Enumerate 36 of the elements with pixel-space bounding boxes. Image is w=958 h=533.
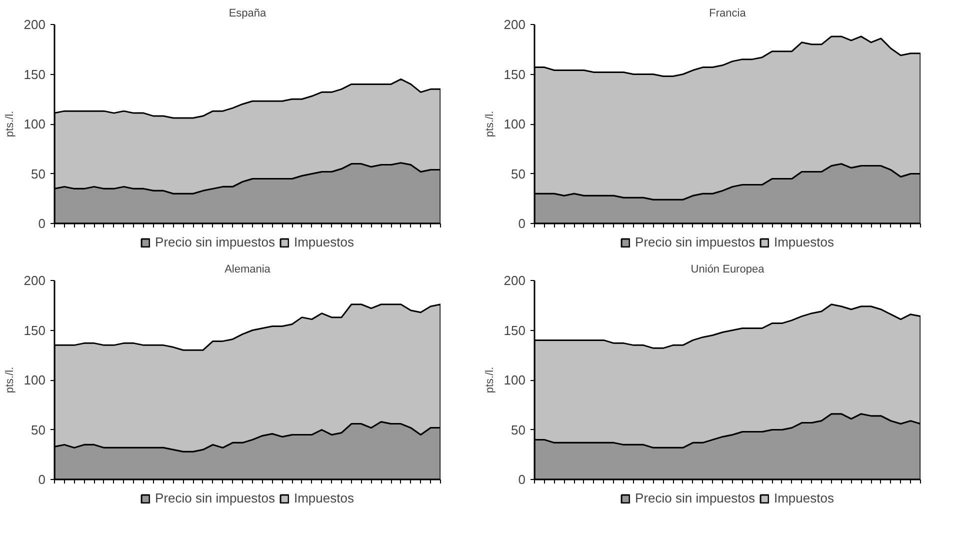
y-tick-label: 0 <box>518 472 526 487</box>
y-tick-label: 200 <box>24 17 46 32</box>
chart-title: Alemania <box>224 264 272 276</box>
legend-label: Precio sin impuestos <box>155 490 275 506</box>
y-tick-label: 0 <box>518 216 526 231</box>
y-tick-label: 200 <box>24 273 46 288</box>
legend-label: Precio sin impuestos <box>635 490 755 506</box>
y-tick-label: 200 <box>504 273 526 288</box>
legend-label: Impuestos <box>294 490 354 506</box>
chart-title: Unión Europea <box>690 264 766 276</box>
chart-title: España <box>228 8 268 20</box>
y-tick-label: 0 <box>38 472 46 487</box>
legend-label: Precio sin impuestos <box>635 234 755 250</box>
y-tick-label: 100 <box>24 372 46 388</box>
y-tick-label: 150 <box>24 66 46 82</box>
y-tick-label: 50 <box>31 422 46 438</box>
legend-label: Impuestos <box>774 234 834 250</box>
y-axis-title: pts./l. <box>4 366 16 394</box>
y-tick-label: 150 <box>504 322 526 338</box>
y-tick-label: 50 <box>31 166 46 182</box>
y-tick-label: 100 <box>24 116 46 132</box>
y-tick-label: 100 <box>504 116 526 132</box>
chart-title: Francia <box>709 8 747 20</box>
y-tick-label: 150 <box>24 322 46 338</box>
y-axis-title: pts./l. <box>484 110 496 138</box>
y-tick-label: 200 <box>504 17 526 32</box>
y-axis-title: pts./l. <box>4 110 16 138</box>
y-tick-label: 50 <box>511 422 526 438</box>
y-tick-label: 50 <box>511 166 526 182</box>
legend-label: Precio sin impuestos <box>155 234 275 250</box>
legend-label: Impuestos <box>774 490 834 506</box>
legend-label: Impuestos <box>294 234 354 250</box>
y-tick-label: 150 <box>504 66 526 82</box>
y-tick-label: 100 <box>504 372 526 388</box>
y-tick-label: 0 <box>38 216 46 231</box>
y-axis-title: pts./l. <box>484 366 496 394</box>
